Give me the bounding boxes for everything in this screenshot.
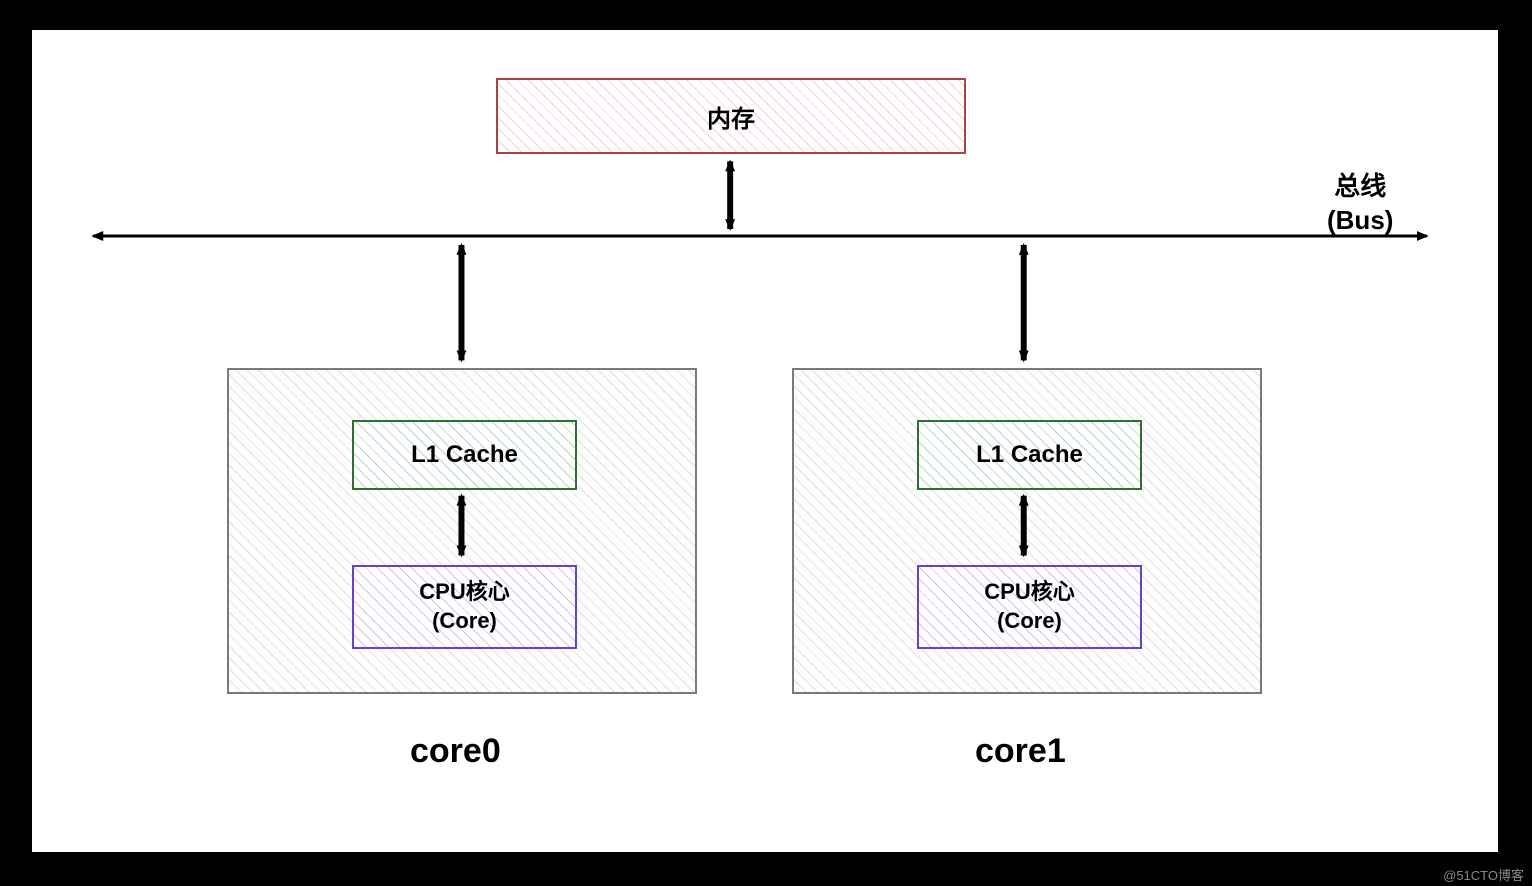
diagram-canvas: 内存 总线 (Bus) L1 Cache CPU核心 (Core) core0 … <box>30 28 1500 854</box>
core0-l1-label: L1 Cache <box>411 441 518 469</box>
core1-title: core1 <box>975 732 1066 771</box>
core0-cpu-box: CPU核心 (Core) <box>352 565 577 649</box>
core1-cpu-box: CPU核心 (Core) <box>917 565 1142 649</box>
core0-title: core0 <box>410 732 501 771</box>
core0-l1-cache-box: L1 Cache <box>352 420 577 490</box>
bus-label: 总线 (Bus) <box>1327 170 1393 238</box>
core0-cpu-label-line2: (Core) <box>432 607 497 636</box>
memory-box: 内存 <box>496 78 966 154</box>
core1-cpu-label-line2: (Core) <box>997 607 1062 636</box>
core1-l1-cache-box: L1 Cache <box>917 420 1142 490</box>
core0-cpu-label-line1: CPU核心 <box>419 578 509 607</box>
core1-l1-label: L1 Cache <box>976 441 1083 469</box>
memory-label: 内存 <box>707 99 755 134</box>
bus-label-line2: (Bus) <box>1327 204 1393 238</box>
bus-label-line1: 总线 <box>1327 170 1393 204</box>
watermark: @51CTO博客 <box>1443 865 1524 884</box>
core1-cpu-label-line1: CPU核心 <box>984 578 1074 607</box>
